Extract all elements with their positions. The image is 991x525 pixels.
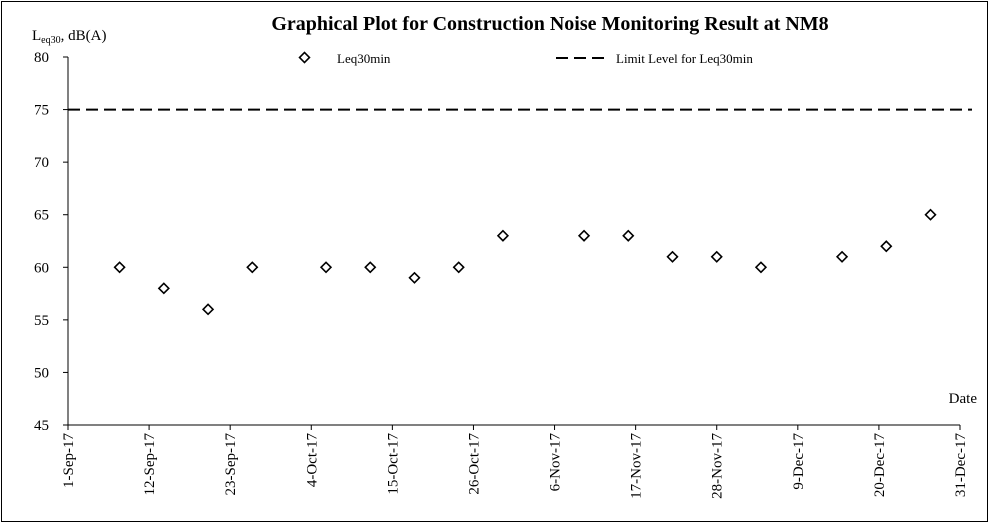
data-point-leq30min bbox=[835, 250, 849, 263]
x-tick-label: 6-Nov-17 bbox=[548, 433, 564, 492]
x-tick-label: 23-Sep-17 bbox=[223, 433, 239, 496]
data-point-leq30min bbox=[754, 261, 768, 274]
legend-label-leq30min: Leq30min bbox=[337, 51, 391, 66]
y-tick-label: 80 bbox=[34, 50, 49, 66]
x-tick-label: 28-Nov-17 bbox=[710, 433, 726, 499]
x-tick-label: 17-Nov-17 bbox=[629, 433, 645, 499]
data-point-leq30min bbox=[710, 250, 723, 263]
data-point-leq30min bbox=[364, 261, 377, 274]
y-tick-label: 65 bbox=[34, 208, 49, 224]
x-axis-title: Date bbox=[949, 391, 978, 407]
data-point-leq30min bbox=[496, 229, 510, 242]
x-tick-label: 15-Oct-17 bbox=[385, 433, 401, 495]
x-tick-label: 12-Sep-17 bbox=[142, 433, 158, 496]
y-tick-label: 60 bbox=[34, 260, 49, 276]
data-point-leq30min bbox=[157, 282, 170, 295]
y-axis-title: Leq30, dB(A) bbox=[32, 28, 106, 46]
y-tick-label: 75 bbox=[34, 103, 49, 119]
x-tick-label: 26-Oct-17 bbox=[466, 433, 482, 495]
legend-item-leq30min: Leq30min bbox=[298, 51, 391, 66]
x-tick-label: 20-Dec-17 bbox=[872, 433, 888, 498]
legend-item-limit: Limit Level for Leq30min bbox=[556, 51, 753, 66]
data-point-leq30min bbox=[452, 261, 465, 274]
data-point-leq30min bbox=[666, 250, 679, 263]
legend: Leq30min Limit Level for Leq30min bbox=[298, 51, 753, 66]
y-tick-label: 45 bbox=[34, 418, 49, 434]
data-point-leq30min bbox=[113, 261, 126, 274]
x-tick-label: 4-Oct-17 bbox=[304, 433, 320, 488]
data-point-leq30min bbox=[577, 229, 591, 242]
x-tick-label: 9-Dec-17 bbox=[791, 433, 807, 490]
y-tick-label: 70 bbox=[34, 155, 49, 171]
data-point-leq30min bbox=[880, 240, 893, 253]
chart-title: Graphical Plot for Construction Noise Mo… bbox=[271, 13, 828, 35]
x-tick-label: 1-Sep-17 bbox=[61, 433, 77, 488]
legend-diamond-marker bbox=[298, 51, 311, 64]
data-point-leq30min bbox=[924, 208, 937, 221]
y-tick-label: 50 bbox=[34, 365, 49, 381]
data-point-leq30min bbox=[246, 261, 259, 274]
legend-label-limit: Limit Level for Leq30min bbox=[616, 51, 753, 66]
y-tick-label: 55 bbox=[34, 313, 49, 329]
x-tick-label: 31-Dec-17 bbox=[953, 433, 969, 498]
data-point-leq30min bbox=[622, 229, 635, 242]
plot-area: 45 50 55 60 65 70 75 80 1-Sep-17 12-Sep-17 23-Sep-… bbox=[34, 50, 972, 499]
data-point-leq30min bbox=[201, 303, 215, 316]
data-point-leq30min bbox=[319, 261, 333, 274]
data-point-leq30min bbox=[408, 271, 421, 284]
